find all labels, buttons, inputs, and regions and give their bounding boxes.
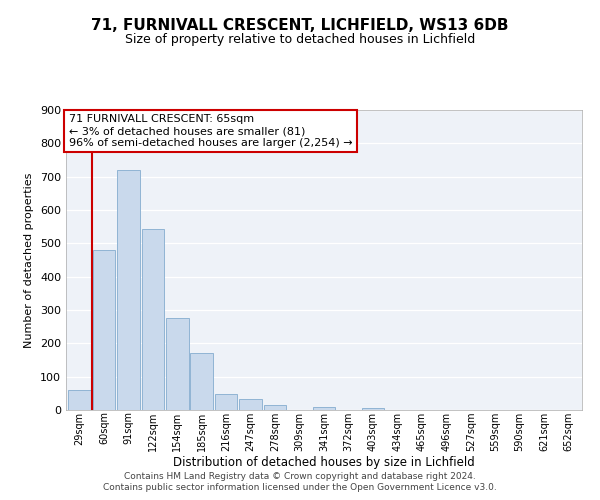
- Bar: [362, 408, 384, 410]
- Bar: [68, 390, 91, 410]
- Bar: [142, 229, 164, 410]
- Bar: [264, 405, 286, 410]
- Bar: [117, 170, 140, 410]
- Bar: [190, 352, 213, 410]
- Text: Size of property relative to detached houses in Lichfield: Size of property relative to detached ho…: [125, 32, 475, 46]
- Bar: [313, 408, 335, 410]
- Text: 71, FURNIVALL CRESCENT, LICHFIELD, WS13 6DB: 71, FURNIVALL CRESCENT, LICHFIELD, WS13 …: [91, 18, 509, 32]
- Bar: [166, 318, 188, 410]
- Text: Contains public sector information licensed under the Open Government Licence v3: Contains public sector information licen…: [103, 484, 497, 492]
- Text: Contains HM Land Registry data © Crown copyright and database right 2024.: Contains HM Land Registry data © Crown c…: [124, 472, 476, 481]
- Bar: [215, 394, 238, 410]
- Y-axis label: Number of detached properties: Number of detached properties: [25, 172, 34, 348]
- Bar: [239, 399, 262, 410]
- X-axis label: Distribution of detached houses by size in Lichfield: Distribution of detached houses by size …: [173, 456, 475, 469]
- Text: 71 FURNIVALL CRESCENT: 65sqm
← 3% of detached houses are smaller (81)
96% of sem: 71 FURNIVALL CRESCENT: 65sqm ← 3% of det…: [68, 114, 352, 148]
- Bar: [92, 250, 115, 410]
